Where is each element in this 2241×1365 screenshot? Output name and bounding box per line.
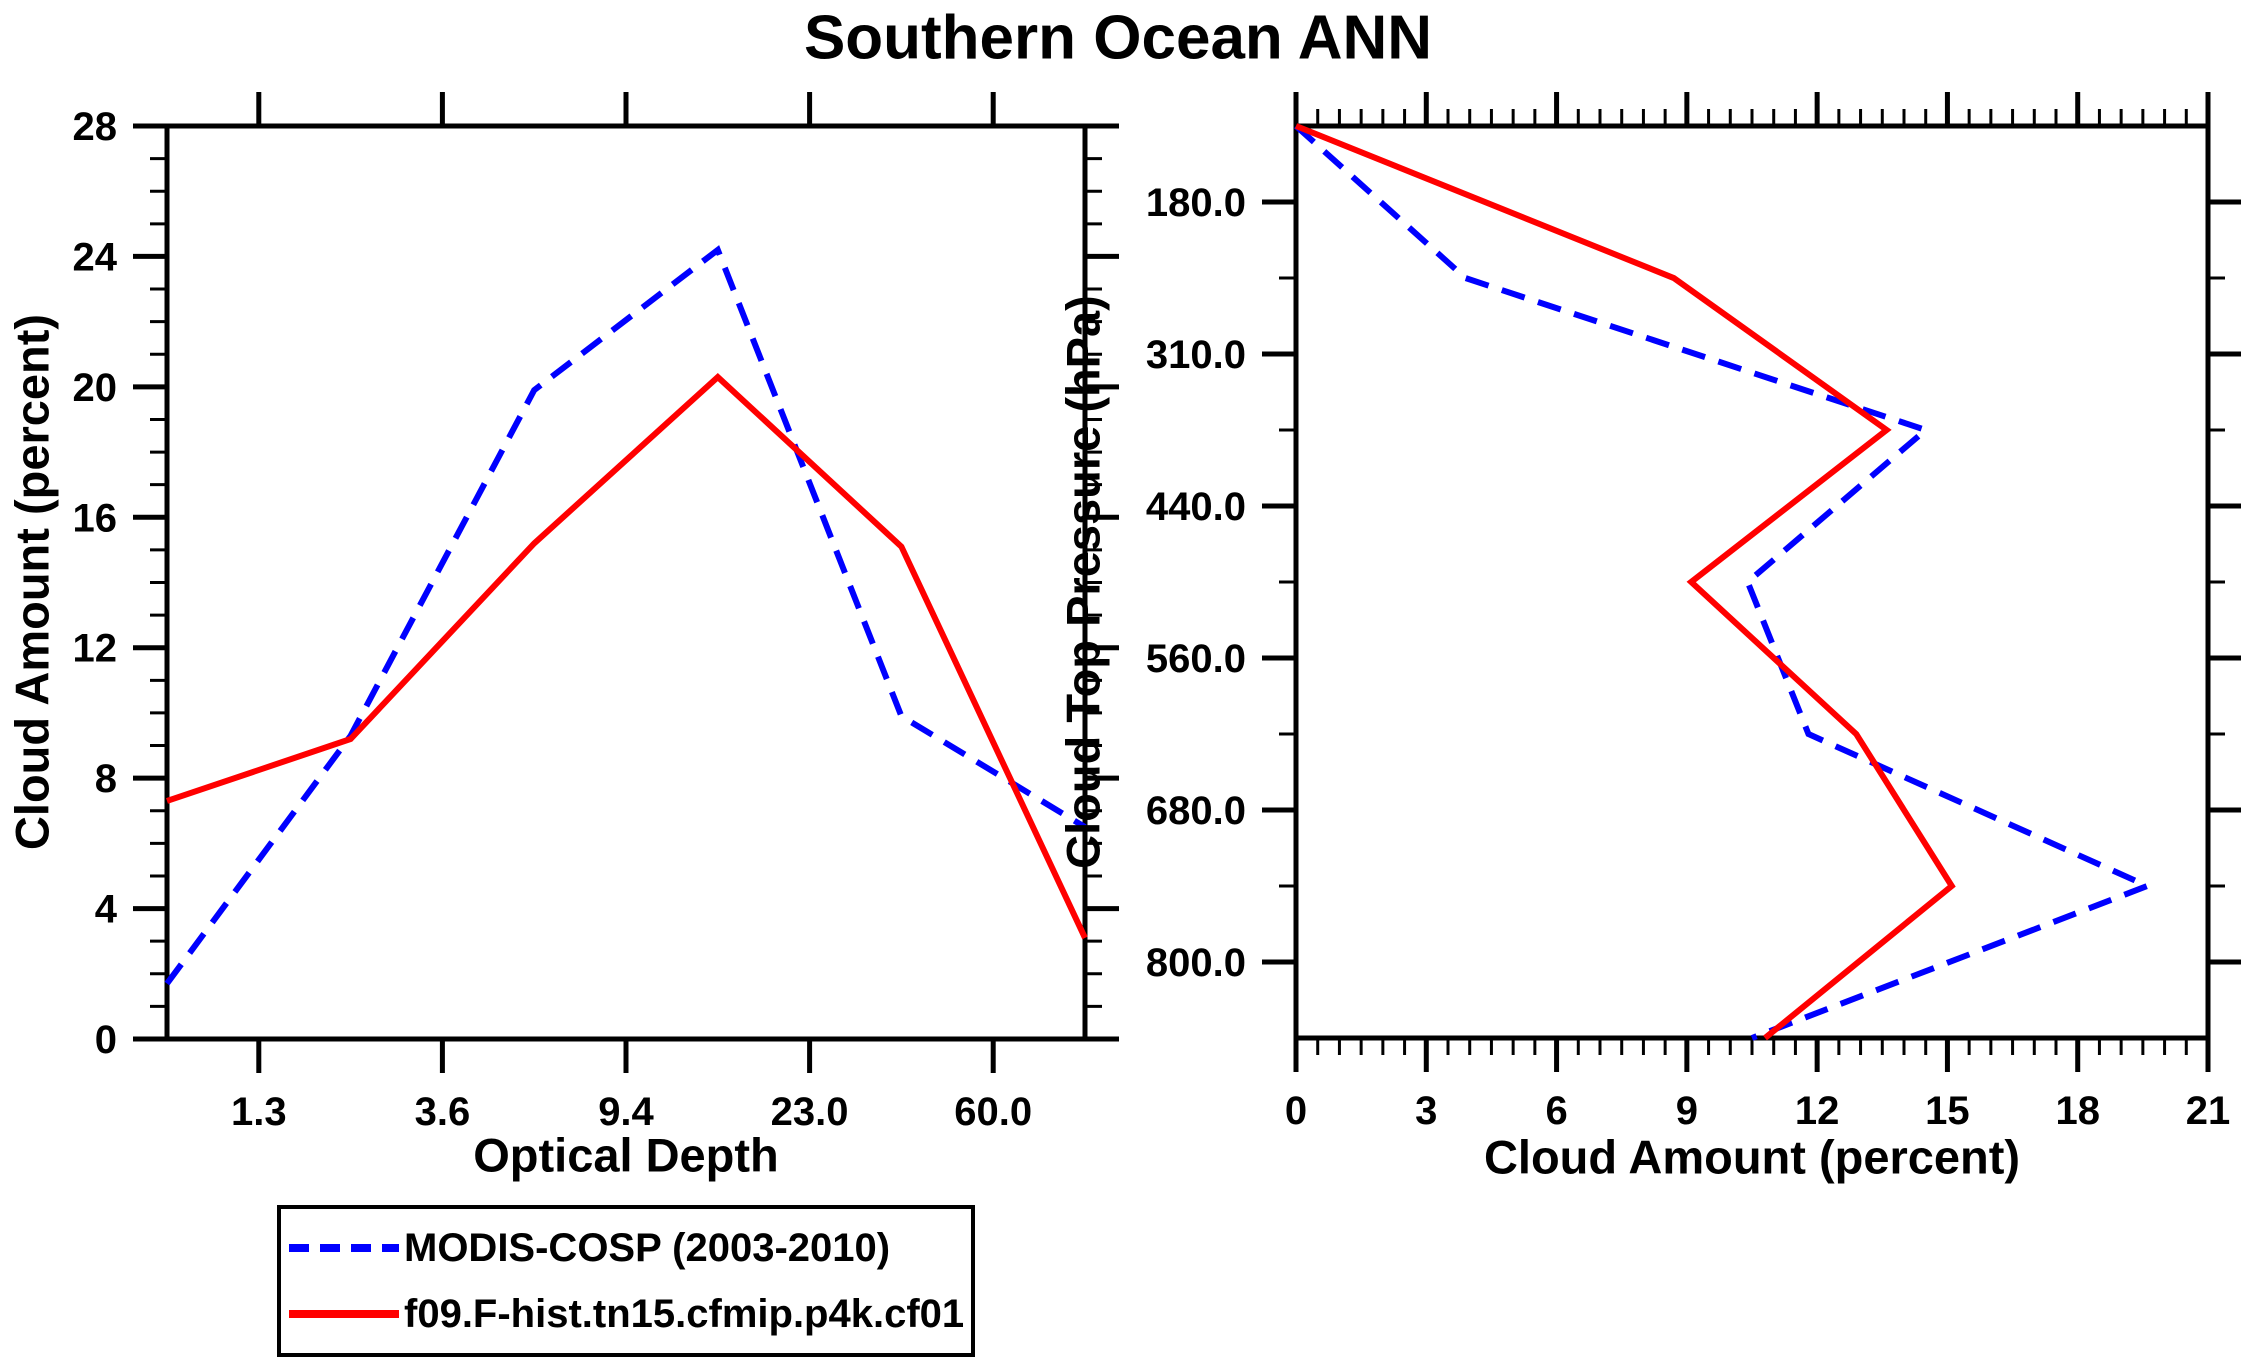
- y-tick-label: 800.0: [1146, 941, 1246, 985]
- x-tick-label: 18: [2055, 1089, 2100, 1133]
- right-x-axis-title: Cloud Amount (percent): [1483, 1130, 2021, 1184]
- legend-item-obs: MODIS-COSP (2003-2010): [289, 1226, 971, 1271]
- legend-label-obs: MODIS-COSP (2003-2010): [404, 1225, 891, 1270]
- series-model-line: [166, 373, 1088, 940]
- x-tick-label: 6: [1545, 1089, 1567, 1133]
- series-modis-line: [164, 245, 1087, 986]
- right-y-axis-title: Cloud Top Pressure (hPa): [1056, 295, 1110, 869]
- series-modis-line: [1293, 123, 2156, 1041]
- y-tick-label: 16: [73, 496, 118, 540]
- x-tick-label: 0: [1285, 1089, 1307, 1133]
- series-model-line: [1294, 123, 1956, 1041]
- y-tick-label: 680.0: [1146, 789, 1246, 833]
- legend-item-model: f09.F-hist.tn15.cfmip.p4k.cf01: [289, 1292, 971, 1337]
- chart-title: Southern Ocean ANN: [803, 3, 1433, 73]
- model-solid-line-sample: [289, 1310, 399, 1318]
- x-tick-label: 9.4: [598, 1090, 654, 1134]
- legend-label-model: f09.F-hist.tn15.cfmip.p4k.cf01: [404, 1291, 965, 1336]
- y-tick-label: 28: [73, 105, 118, 149]
- x-tick-label: 15: [1925, 1089, 1970, 1133]
- x-tick-label: 3: [1415, 1089, 1437, 1133]
- y-tick-label: 12: [73, 627, 118, 671]
- left-x-axis-title: Optical Depth: [473, 1128, 779, 1182]
- x-tick-label: 9: [1676, 1089, 1698, 1133]
- x-tick-label: 3.6: [415, 1090, 471, 1134]
- x-tick-label: 60.0: [954, 1090, 1032, 1134]
- y-tick-label: 440.0: [1146, 485, 1246, 529]
- legend: MODIS-COSP (2003-2010) f09.F-hist.tn15.c…: [277, 1205, 975, 1357]
- left-panel-frame: [164, 123, 1088, 1042]
- x-tick-label: 23.0: [771, 1090, 849, 1134]
- y-tick-label: 0: [95, 1018, 117, 1062]
- y-tick-label: 180.0: [1146, 181, 1246, 225]
- y-tick-label: 20: [73, 366, 118, 410]
- x-tick-label: 12: [1795, 1089, 1840, 1133]
- y-tick-label: 560.0: [1146, 637, 1246, 681]
- x-tick-label: 1.3: [231, 1090, 287, 1134]
- left-y-axis-title: Cloud Amount (percent): [5, 313, 59, 851]
- y-tick-label: 4: [95, 888, 118, 932]
- y-tick-label: 24: [73, 235, 118, 279]
- obs-dashed-line-sample: [289, 1244, 399, 1252]
- y-tick-label: 310.0: [1146, 333, 1246, 377]
- right-panel-frame: [1293, 123, 2211, 1041]
- x-tick-label: 21: [2186, 1089, 2231, 1133]
- y-tick-label: 8: [95, 757, 117, 801]
